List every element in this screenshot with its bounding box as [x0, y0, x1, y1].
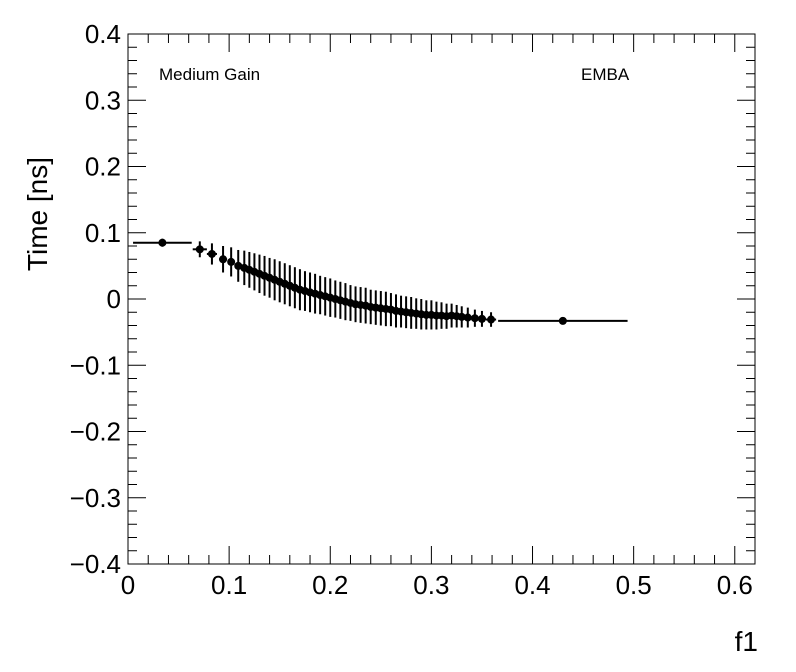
data-point — [381, 291, 390, 327]
y-tick-label: 0 — [107, 284, 121, 314]
data-point — [290, 267, 299, 309]
data-point — [219, 246, 228, 273]
marker — [457, 312, 466, 321]
annotation-region: EMBA — [581, 65, 630, 84]
data-point — [227, 247, 236, 277]
data-point — [361, 287, 370, 324]
x-tick-label: 0.5 — [616, 570, 652, 600]
data-point — [470, 309, 479, 327]
marker — [558, 316, 567, 325]
y-tick-label: 0.3 — [85, 85, 121, 115]
data-point — [498, 316, 628, 325]
marker — [207, 249, 216, 258]
data-point — [206, 243, 217, 265]
marker — [195, 245, 204, 254]
data-point — [477, 310, 486, 327]
marker — [158, 238, 167, 247]
x-axis-title: f1 — [735, 626, 758, 657]
data-point — [234, 249, 243, 282]
y-tick-label: −0.1 — [70, 350, 121, 380]
y-tick-label: 0.2 — [85, 152, 121, 182]
data-point — [485, 312, 497, 327]
marker — [463, 313, 472, 322]
marker — [477, 314, 486, 323]
data-point — [192, 241, 207, 258]
x-tick-label: 0.6 — [717, 570, 753, 600]
data-points — [133, 238, 628, 330]
y-tick-label: −0.4 — [70, 549, 121, 579]
y-tick-label: 0.1 — [85, 218, 121, 248]
x-tick-label: 0.1 — [211, 570, 247, 600]
y-tick-label: 0.4 — [85, 19, 121, 49]
data-point — [457, 306, 466, 328]
y-tick-label: −0.2 — [70, 417, 121, 447]
marker — [227, 257, 236, 266]
plot-frame — [127, 33, 756, 565]
x-tick-label: 0.2 — [312, 570, 348, 600]
x-tick-label: 0.3 — [413, 570, 449, 600]
axis-ticks — [127, 33, 756, 565]
marker — [219, 255, 228, 264]
marker — [234, 261, 243, 270]
y-tick-label: −0.3 — [70, 483, 121, 513]
y-axis-title: Time [ns] — [22, 157, 53, 271]
annotation-gain: Medium Gain — [159, 65, 260, 84]
x-tick-label: 0.4 — [514, 570, 550, 600]
marker — [470, 314, 479, 323]
tick-labels: 0 0.1 0.2 0.3 0.4 0.5 0.6 −0.4 −0.3 −0.2 −0.1 0 0.1 0… — [70, 19, 753, 600]
marker — [487, 315, 496, 324]
data-point — [463, 307, 472, 328]
data-point — [133, 238, 192, 247]
x-tick-label: 0 — [121, 570, 135, 600]
